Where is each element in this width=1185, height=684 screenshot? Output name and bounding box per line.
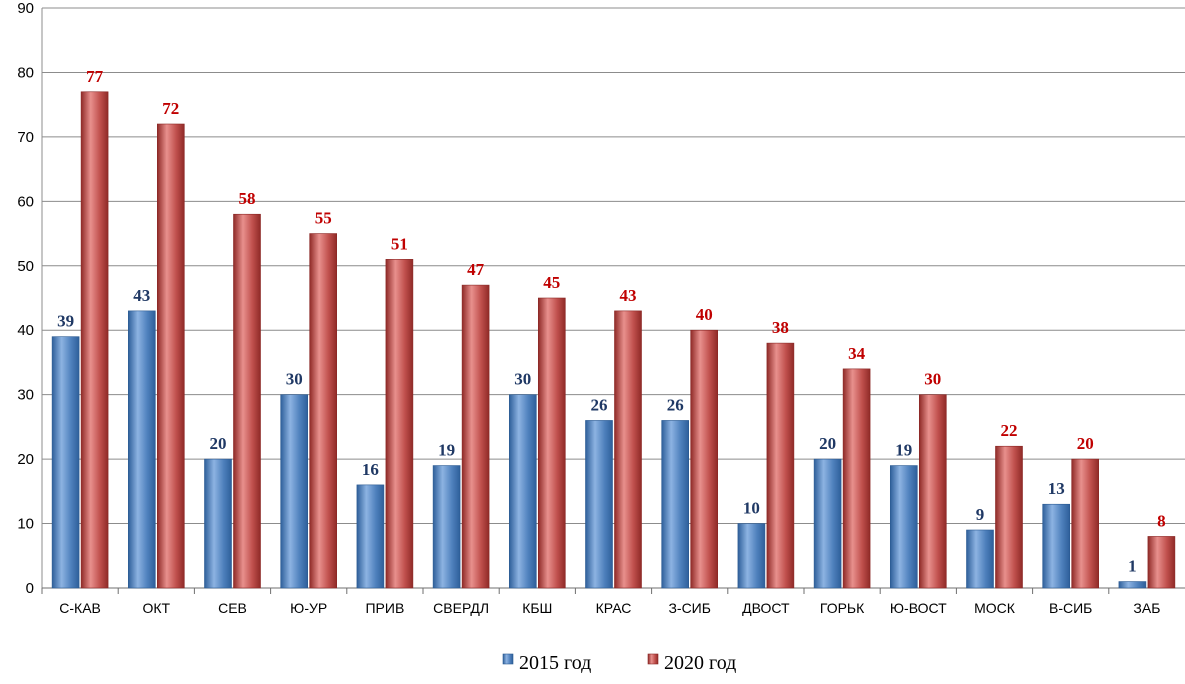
bar-2020-Ю-УР [309, 233, 338, 589]
bar-2015-ЗАБ [1118, 581, 1147, 589]
data-label: 39 [57, 312, 74, 331]
x-category-label: ГОРЬК [820, 600, 865, 616]
data-label: 40 [696, 305, 713, 324]
data-label: 20 [1077, 434, 1094, 453]
legend-label: 2015 год [519, 652, 591, 674]
y-tick-label: 0 [26, 580, 34, 597]
x-category-label: З-СИБ [668, 600, 710, 616]
x-category-label: МОСК [974, 600, 1016, 616]
data-label: 22 [1001, 421, 1018, 440]
x-category-label: ЗАБ [1133, 600, 1160, 616]
data-label: 38 [772, 318, 789, 337]
bar-2015-Ю-УР [280, 394, 309, 589]
bar-2020-З-СИБ [690, 329, 719, 589]
bar-2015-МОСК [966, 529, 994, 589]
y-tick-label: 40 [17, 322, 34, 339]
bar-2015-ПРИВ [356, 484, 385, 589]
y-tick-label: 10 [17, 516, 34, 533]
bar-2015-В-СИБ [1042, 503, 1070, 589]
bar-2015-ГОРЬК [813, 458, 842, 589]
data-label: 26 [591, 395, 608, 414]
data-label: 9 [976, 505, 985, 524]
x-category-label: ДВОСТ [742, 600, 790, 616]
data-label: 19 [895, 441, 912, 460]
data-label: 13 [1048, 479, 1065, 498]
data-label: 45 [543, 273, 560, 292]
legend-swatch-2015 [502, 653, 514, 665]
data-label: 1 [1128, 557, 1137, 576]
bar-2015-КБШ [508, 394, 537, 589]
x-category-label: Ю-УР [290, 600, 327, 616]
data-label: 47 [467, 260, 485, 279]
bar-2020-Ю-ВОСТ [918, 394, 947, 589]
bar-2015-КРАС [585, 420, 613, 589]
x-category-label: ПРИВ [365, 600, 404, 616]
bar-2020-С-КАВ [80, 91, 109, 589]
data-label: 30 [286, 370, 303, 389]
y-tick-label: 90 [17, 0, 34, 17]
y-tick-label: 70 [17, 129, 34, 146]
x-category-label: С-КАВ [59, 600, 101, 616]
data-label: 43 [620, 286, 637, 305]
bar-2020-ГОРЬК [842, 368, 871, 589]
bar-2015-ДВОСТ [737, 523, 766, 589]
bar-2015-СВЕРДЛ [432, 465, 461, 589]
bar-2015-СЕВ [204, 458, 232, 589]
x-category-label: КБШ [522, 600, 552, 616]
data-label: 55 [315, 209, 332, 228]
bar-2020-КБШ [537, 297, 566, 589]
x-category-label: СЕВ [218, 600, 247, 616]
x-category-label: ОКТ [142, 600, 170, 616]
y-tick-label: 20 [17, 451, 34, 468]
bar-2020-ОКТ [157, 123, 185, 589]
bar-2020-В-СИБ [1071, 458, 1099, 589]
x-category-label: КРАС [596, 600, 632, 616]
legend-label: 2020 год [664, 652, 736, 674]
y-tick-label: 30 [17, 387, 34, 404]
bar-2020-ПРИВ [385, 259, 414, 589]
data-label: 72 [162, 99, 179, 118]
y-tick-label: 80 [17, 64, 34, 81]
data-label: 30 [514, 370, 531, 389]
y-tick-label: 60 [17, 193, 34, 210]
data-label: 20 [819, 434, 836, 453]
bar-2015-З-СИБ [661, 420, 690, 589]
x-category-label: Ю-ВОСТ [890, 600, 947, 616]
data-label: 43 [133, 286, 150, 305]
legend-swatch-2020 [647, 653, 659, 665]
bar-2020-МОСК [995, 445, 1023, 589]
x-category-label: СВЕРДЛ [433, 600, 489, 616]
data-label: 16 [362, 460, 379, 479]
bar-2015-ОКТ [128, 310, 156, 589]
bar-2015-С-КАВ [51, 336, 80, 589]
data-label: 34 [848, 344, 866, 363]
data-label: 8 [1157, 511, 1166, 530]
data-label: 51 [391, 234, 408, 253]
bar-2015-Ю-ВОСТ [889, 465, 918, 589]
data-label: 10 [743, 499, 760, 518]
bar-2020-КРАС [614, 310, 642, 589]
bar-2020-ЗАБ [1147, 536, 1176, 589]
data-label: 26 [667, 395, 684, 414]
data-label: 20 [210, 434, 227, 453]
bar-2020-СЕВ [233, 213, 261, 589]
data-label: 30 [924, 370, 941, 389]
bar-2020-ДВОСТ [766, 342, 795, 589]
data-label: 58 [239, 189, 256, 208]
data-label: 77 [86, 67, 104, 86]
x-category-label: В-СИБ [1049, 600, 1092, 616]
data-label: 19 [438, 441, 455, 460]
bar-2020-СВЕРДЛ [461, 284, 490, 589]
y-tick-label: 50 [17, 258, 34, 275]
